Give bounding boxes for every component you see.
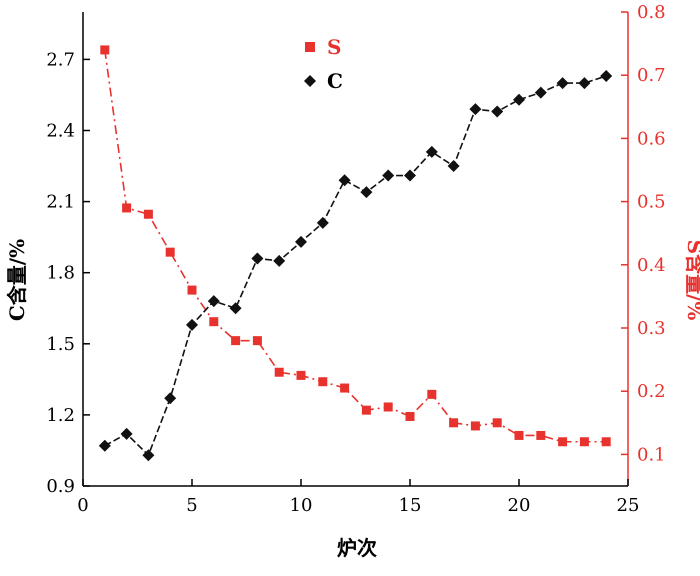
x-tick-label: 10 xyxy=(290,495,313,516)
x-axis-title: 炉次 xyxy=(337,536,377,560)
data-point-s xyxy=(122,203,132,213)
x-tick-label: 15 xyxy=(399,495,422,516)
data-point-c xyxy=(295,235,307,248)
y-left-tick-label: 2.4 xyxy=(46,121,75,142)
data-point-s xyxy=(492,418,502,428)
y-right-tick-label: 0.2 xyxy=(637,381,666,402)
data-point-s xyxy=(209,317,219,327)
data-point-s xyxy=(143,209,153,219)
data-point-c xyxy=(556,77,569,90)
data-point-s xyxy=(296,370,306,380)
data-point-c xyxy=(382,169,395,182)
y-right-tick-label: 0.1 xyxy=(637,444,666,465)
y-left-tick-label: 2.1 xyxy=(46,192,75,213)
data-point-c xyxy=(98,439,111,452)
data-point-c xyxy=(469,103,482,116)
legend-marker-s xyxy=(305,42,315,52)
data-point-c xyxy=(251,252,264,265)
y-right-tick-label: 0.6 xyxy=(637,128,666,149)
data-point-s xyxy=(361,405,371,415)
x-tick-label: 20 xyxy=(508,495,531,516)
data-point-c xyxy=(534,86,547,99)
data-point-c xyxy=(600,69,613,82)
legend: SC xyxy=(304,35,343,93)
data-point-s xyxy=(231,336,241,346)
data-point-s xyxy=(536,430,546,440)
data-point-c xyxy=(425,145,438,158)
data-point-c xyxy=(513,93,525,106)
data-point-c xyxy=(207,295,220,308)
data-point-s xyxy=(252,336,262,346)
legend-marker-c xyxy=(304,75,316,87)
data-point-c xyxy=(578,77,591,90)
data-point-s xyxy=(165,247,175,257)
data-point-s xyxy=(514,430,524,440)
data-point-s xyxy=(187,285,197,295)
data-point-s xyxy=(318,377,328,387)
y-left-tick-label: 1.8 xyxy=(46,263,75,284)
data-point-c xyxy=(273,254,286,267)
x-tick-label: 5 xyxy=(186,495,197,516)
data-point-c xyxy=(491,105,504,118)
y-right-axis-title: S含量/% xyxy=(683,240,700,321)
data-point-s xyxy=(470,421,480,431)
data-point-c xyxy=(338,174,351,187)
data-point-c xyxy=(447,160,460,173)
y-right-tick-label: 0.7 xyxy=(637,65,666,86)
axes-layer: 0 5 10 15 20 25 0.9 1.2 1.5 1.8 2.1 2.4 2.7 0.1 0.2 0.3… xyxy=(46,2,665,516)
y-left-tick-label: 1.5 xyxy=(46,334,75,355)
data-point-c xyxy=(360,186,373,199)
data-point-s xyxy=(340,383,350,393)
series-line-s xyxy=(104,49,607,443)
legend-label-c: C xyxy=(327,69,343,93)
y-right-tick-label: 0.3 xyxy=(637,318,666,339)
y-left-tick-label: 0.9 xyxy=(46,476,75,497)
data-point-s xyxy=(383,402,393,412)
data-point-s xyxy=(405,411,415,421)
data-point-c xyxy=(142,449,155,462)
data-point-s xyxy=(427,389,437,399)
data-point-c xyxy=(316,216,329,229)
y-right-tick-label: 0.4 xyxy=(637,255,666,276)
data-point-c xyxy=(164,392,177,405)
data-point-c xyxy=(120,427,133,440)
series-layer xyxy=(98,45,613,462)
y-left-axis-title: C含量/% xyxy=(5,239,29,321)
y-right-tick-label: 0.8 xyxy=(637,2,666,23)
data-point-s xyxy=(558,437,568,447)
data-point-c xyxy=(404,169,416,182)
data-point-s xyxy=(449,418,459,428)
legend-label-s: S xyxy=(327,35,341,59)
y-left-tick-label: 2.7 xyxy=(46,49,75,70)
y-left-tick-label: 1.2 xyxy=(46,405,75,426)
x-tick-label: 0 xyxy=(77,495,88,516)
data-point-s xyxy=(601,437,611,447)
data-point-c xyxy=(186,318,198,331)
data-point-s xyxy=(100,45,110,55)
data-point-s xyxy=(579,437,589,447)
data-point-s xyxy=(274,367,284,377)
x-tick-label: 25 xyxy=(617,495,640,516)
y-right-tick-label: 0.5 xyxy=(637,192,666,213)
data-point-c xyxy=(229,302,242,315)
